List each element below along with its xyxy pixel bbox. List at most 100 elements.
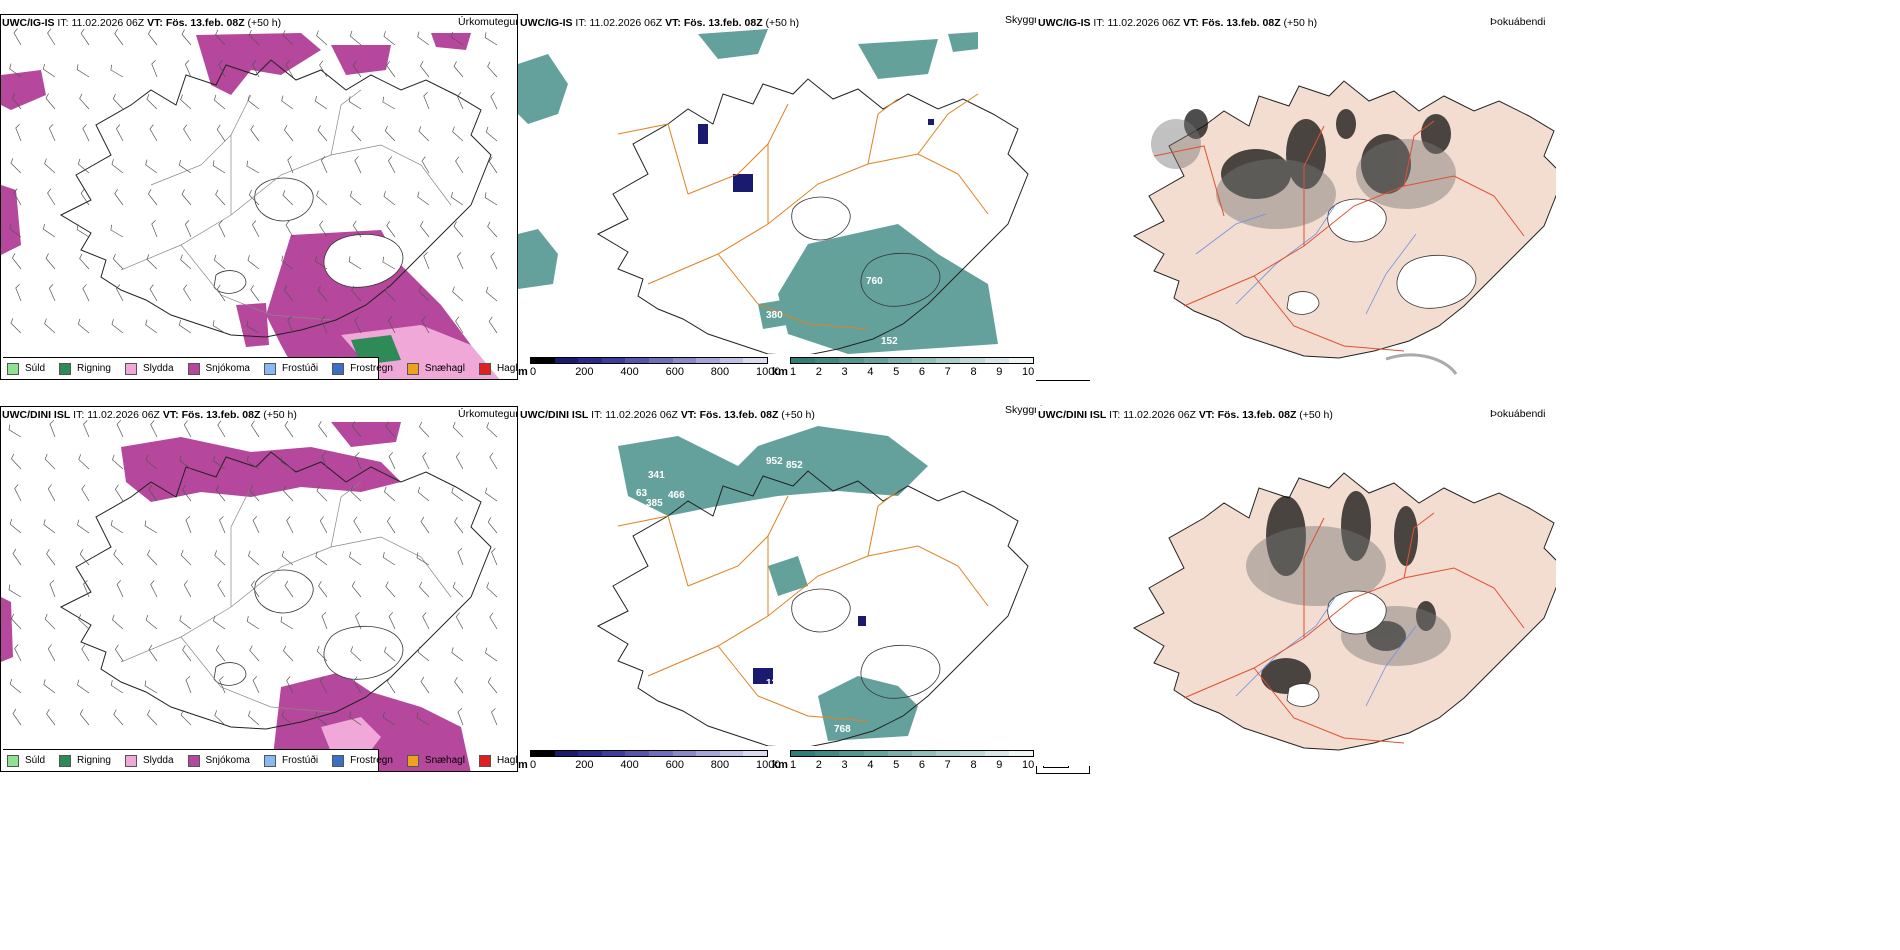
wind-barb	[147, 709, 158, 726]
wind-barb	[219, 676, 226, 694]
legend-swatch	[7, 362, 19, 375]
wind-barb	[151, 220, 158, 238]
wind-barb	[148, 484, 158, 502]
wind-barb	[317, 125, 328, 142]
legend-item: Snæhagl	[406, 754, 465, 767]
wind-barb	[148, 644, 158, 662]
wind-barb	[214, 710, 226, 726]
wind-barb	[281, 710, 294, 726]
colorbar-tick: 1000	[756, 366, 781, 378]
colorbar-swatches	[530, 357, 768, 364]
panel-title-fog-2: Þokuábendi	[1490, 408, 1546, 420]
wind-barb	[451, 647, 464, 662]
wind-barb	[419, 61, 430, 78]
wind-barb	[348, 256, 362, 270]
wind-barb	[183, 284, 192, 302]
wind-barb	[147, 189, 158, 206]
vis-label-466: 466	[668, 490, 685, 501]
wind-barb	[417, 646, 430, 662]
wind-barb	[485, 286, 498, 302]
wind-barb	[179, 615, 192, 630]
wind-barb	[287, 156, 294, 174]
wind-barb	[76, 64, 90, 78]
road-network	[617, 93, 989, 330]
panel-header-1-fog: UWC/IG-IS IT: 11.02.2026 06Z VT: Fös. 13…	[1038, 17, 1318, 29]
precip-type-map-2	[1, 407, 517, 771]
snow-areas	[1, 422, 471, 771]
panel-title-vis-1: Skyggni	[1005, 14, 1043, 26]
wind-barb	[77, 318, 90, 334]
wind-barb	[83, 420, 90, 438]
wind-barb	[113, 709, 124, 726]
wind-barb	[110, 64, 124, 78]
colorbar-segment	[839, 358, 864, 363]
wind-barb	[382, 552, 396, 566]
wind-barb	[214, 550, 226, 566]
colorbar-segment	[672, 751, 697, 756]
colorbar-tick: 0	[530, 366, 537, 378]
wind-barb	[452, 286, 464, 302]
legend-item: Frostúði	[263, 362, 319, 375]
wind-barb	[420, 516, 430, 534]
legend-swatch	[332, 362, 345, 375]
wind-barb	[283, 125, 294, 142]
wind-barb	[457, 708, 464, 726]
fog-dark-areas	[1184, 109, 1451, 199]
wind-barb	[455, 156, 464, 174]
colorbar-tick: 1000	[756, 759, 781, 771]
vis-label-12: 12	[766, 678, 778, 689]
wind-barb	[114, 644, 124, 662]
wind-barb	[218, 60, 226, 78]
colorbar-tick: 8	[970, 759, 977, 771]
wind-barb	[385, 421, 396, 438]
colorbar-tick: 4	[867, 759, 874, 771]
wind-barb	[149, 284, 158, 302]
wind-barb	[183, 580, 192, 598]
wind-barb	[114, 484, 124, 502]
colorbar-tick: 600	[665, 366, 684, 378]
wind-barb	[452, 126, 464, 142]
fog-map-1	[1036, 14, 1556, 380]
wind-barb	[417, 486, 430, 502]
wind-barb	[250, 420, 260, 438]
colorbar-segment	[625, 358, 649, 363]
wind-barb	[452, 582, 464, 598]
colorbar-tick: 0	[530, 759, 537, 771]
colorbar-segment	[936, 358, 961, 363]
wind-barb	[11, 613, 22, 630]
wind-barb	[213, 615, 226, 630]
wind-barb	[13, 28, 22, 46]
wind-barb	[179, 455, 192, 470]
wind-barb	[44, 454, 56, 470]
wind-barb	[9, 223, 22, 238]
wind-barb	[219, 516, 226, 534]
wind-barb	[78, 454, 90, 470]
wind-barb	[185, 516, 192, 534]
wind-barb	[145, 159, 158, 174]
colorbar-segment	[791, 751, 816, 756]
wind-barb	[419, 421, 430, 438]
visibility-map-1	[518, 14, 1038, 354]
wind-barb	[382, 96, 396, 110]
legend-item: Frostregn	[332, 362, 393, 375]
colorbar-segment	[887, 751, 913, 756]
wind-barb	[150, 580, 158, 598]
wind-barb	[79, 93, 90, 110]
wind-barb	[45, 253, 56, 270]
panel-header-1-vis: UWC/IG-IS IT: 11.02.2026 06Z VT: Fös. 13…	[520, 17, 800, 29]
legend-item: Súld	[7, 362, 45, 375]
colorbar-tick: 1	[790, 759, 797, 771]
colorbar-segment	[578, 751, 602, 756]
wind-barb	[455, 452, 464, 470]
wind-barb	[283, 485, 294, 502]
wind-barb	[382, 256, 396, 270]
colorbar-segment	[815, 358, 840, 363]
legend-swatch	[187, 362, 200, 375]
wind-barb	[183, 124, 192, 142]
wind-barb	[351, 125, 362, 142]
legend-label: Frostúði	[281, 363, 319, 374]
legend-label: Súld	[25, 755, 46, 766]
wind-barb	[47, 28, 56, 46]
wind-barb	[420, 676, 430, 694]
wind-barb	[110, 680, 124, 694]
